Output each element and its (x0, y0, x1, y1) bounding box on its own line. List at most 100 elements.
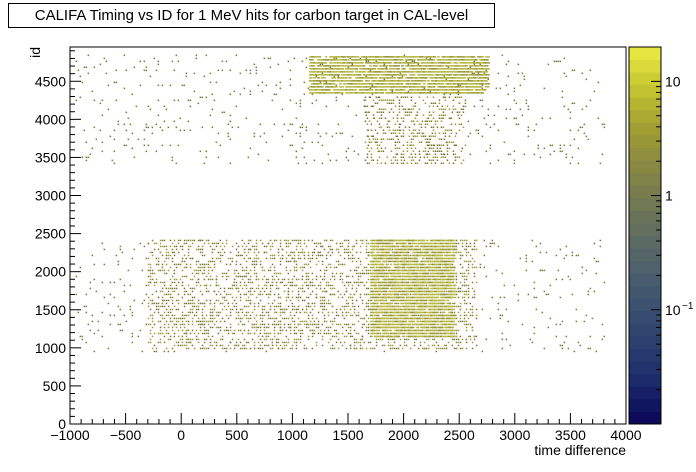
heatmap-cell (417, 56, 421, 58)
heatmap-cell (279, 272, 282, 275)
heatmap-cell (422, 296, 425, 299)
heatmap-cell (281, 281, 284, 284)
heatmap-cell (269, 254, 272, 257)
heatmap-cell (253, 308, 256, 311)
heatmap-cell (107, 108, 110, 111)
heatmap-cell (465, 326, 468, 329)
heatmap-cell (231, 332, 234, 335)
heatmap-cell (349, 314, 352, 317)
heatmap-cell (420, 299, 425, 302)
heatmap-cell (215, 299, 218, 302)
heatmap-cell (77, 69, 80, 72)
heatmap-cell (299, 266, 302, 269)
heatmap-cell (453, 305, 456, 308)
heatmap-cell (394, 278, 400, 281)
heatmap-cell (404, 126, 407, 128)
heatmap-cell (428, 114, 431, 116)
heatmap-cell (523, 75, 526, 78)
heatmap-cell (422, 308, 425, 311)
heatmap-cell (319, 135, 322, 138)
heatmap-cell (155, 302, 158, 305)
heatmap-cell (247, 320, 250, 323)
heatmap-cell (450, 320, 454, 323)
heatmap-cell (432, 266, 436, 269)
heatmap-cell (533, 281, 536, 284)
heatmap-cell (372, 135, 375, 137)
heatmap-cell (185, 239, 188, 242)
heatmap-cell (388, 251, 391, 254)
heatmap-cell (374, 317, 377, 320)
heatmap-cell (167, 290, 170, 293)
heatmap-cell (412, 251, 415, 254)
heatmap-cell (392, 162, 395, 164)
heatmap-cell (458, 96, 461, 98)
heatmap-cell (438, 332, 441, 335)
heatmap-cell (185, 320, 188, 323)
heatmap-cell (233, 90, 236, 93)
heatmap-cell (533, 296, 536, 299)
heatmap-cell (452, 290, 456, 293)
heatmap-cell (151, 347, 154, 350)
heatmap-cell (384, 290, 387, 293)
heatmap-cell (235, 242, 238, 245)
heatmap-cell (335, 260, 338, 263)
heatmap-cell (517, 293, 520, 296)
heatmap-cell (414, 329, 418, 332)
heatmap-cell (193, 275, 196, 278)
heatmap-cell (444, 329, 447, 332)
heatmap-cell (414, 254, 417, 257)
heatmap-cell (85, 159, 88, 162)
heatmap-cell (355, 287, 358, 290)
heatmap-cell (424, 308, 427, 311)
heatmap-cell (319, 275, 322, 278)
heatmap-cell (420, 335, 424, 338)
heatmap-cell (448, 311, 452, 314)
heatmap-cell (171, 302, 174, 305)
heatmap-cell (412, 159, 415, 161)
heatmap-cell (416, 284, 420, 287)
heatmap-cell (273, 272, 276, 275)
heatmap-cell (396, 257, 399, 260)
heatmap-cell (459, 302, 462, 305)
heatmap-cell (422, 263, 425, 266)
heatmap-cell (289, 311, 292, 314)
heatmap-cell (271, 344, 274, 347)
heatmap-cell (151, 239, 154, 242)
heatmap-cell (195, 284, 198, 287)
heatmap-cell (183, 323, 186, 326)
heatmap-cell (414, 308, 417, 311)
heatmap-cell (406, 272, 410, 275)
heatmap-cell (243, 257, 246, 260)
heatmap-cell (283, 344, 286, 347)
heatmap-cell (285, 341, 288, 344)
heatmap-cell (325, 281, 328, 284)
heatmap-cell (303, 347, 306, 350)
heatmap-cell (448, 266, 452, 269)
heatmap-cell (297, 162, 300, 165)
chart-title: CALIFA Timing vs ID for 1 MeV hits for c… (8, 3, 495, 28)
heatmap-cell (223, 347, 226, 350)
heatmap-cell (219, 239, 222, 242)
heatmap-cell (311, 93, 314, 96)
heatmap-cell (147, 296, 150, 299)
heatmap-cell (424, 263, 427, 266)
heatmap-cell (403, 344, 406, 347)
heatmap-cell (378, 108, 381, 110)
heatmap-cell (239, 93, 242, 96)
heatmap-cell (253, 257, 256, 260)
heatmap-cell (457, 251, 460, 254)
heatmap-cell (251, 338, 254, 341)
heatmap-cell (317, 260, 320, 263)
heatmap-cell (366, 105, 369, 107)
heatmap-cell (347, 242, 350, 245)
heatmap-cell (396, 332, 400, 335)
heatmap-cell (203, 329, 206, 332)
heatmap-cell (267, 281, 270, 284)
heatmap-cell (457, 329, 460, 332)
heatmap-cell (412, 314, 416, 317)
heatmap-cell (451, 344, 454, 347)
heatmap-cell (453, 311, 456, 314)
heatmap-cell (163, 245, 166, 248)
heatmap-cell (147, 242, 150, 245)
heatmap-cell (293, 305, 296, 308)
